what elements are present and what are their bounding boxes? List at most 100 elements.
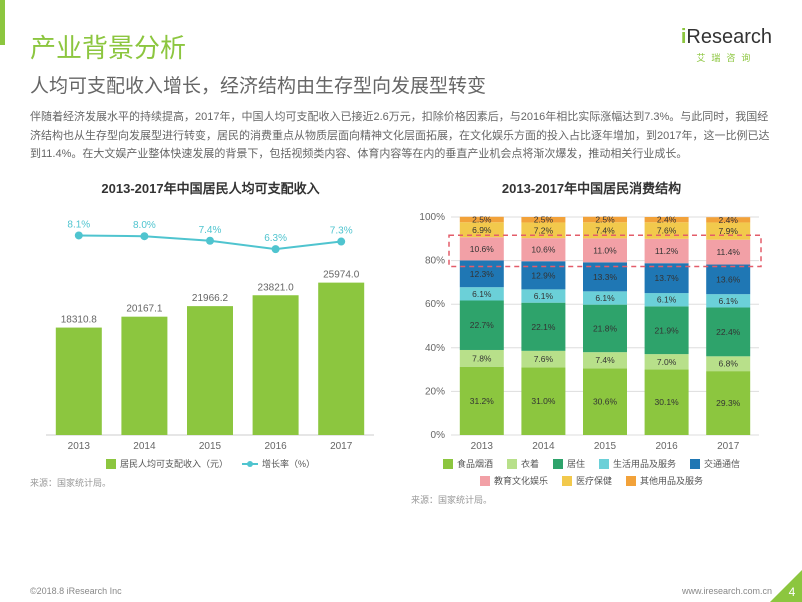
- svg-text:12.9%: 12.9%: [531, 270, 556, 280]
- svg-text:6.1%: 6.1%: [595, 293, 615, 303]
- svg-text:7.4%: 7.4%: [199, 225, 222, 236]
- legend-item: 居住: [553, 457, 585, 470]
- svg-text:2.5%: 2.5%: [534, 215, 554, 225]
- svg-text:6.1%: 6.1%: [534, 291, 554, 301]
- svg-text:2015: 2015: [594, 441, 617, 452]
- svg-text:6.3%: 6.3%: [264, 233, 287, 244]
- legend-item: 教育文化娱乐: [480, 474, 548, 487]
- svg-text:2014: 2014: [133, 441, 156, 452]
- chart1-column: 2013-2017年中国居民人均可支配收入 18310.8 2013 20167.1…: [30, 178, 391, 506]
- svg-text:7.8%: 7.8%: [472, 354, 492, 364]
- svg-text:21.9%: 21.9%: [655, 325, 680, 335]
- svg-text:13.7%: 13.7%: [655, 273, 680, 283]
- svg-text:2.5%: 2.5%: [595, 215, 615, 225]
- body-paragraph: 伴随着经济发展水平的持续提高，2017年，中国人均可支配收入已接近2.6万元，扣…: [30, 108, 772, 164]
- svg-text:20167.1: 20167.1: [126, 304, 163, 315]
- svg-text:10.6%: 10.6%: [470, 244, 495, 254]
- chart1-title: 2013-2017年中国居民人均可支配收入: [30, 178, 391, 197]
- svg-text:2013: 2013: [471, 441, 494, 452]
- svg-text:13.3%: 13.3%: [593, 272, 618, 282]
- footer-right: www.iresearch.com.cn: [682, 586, 772, 596]
- svg-text:12.3%: 12.3%: [470, 269, 495, 279]
- legend-item: 交通通信: [690, 457, 740, 470]
- chart2: 0% 20% 40% 60% 80% 100% 31.2% 7.8% 22.7% 6.1% 12.3…: [411, 203, 771, 453]
- legend-item: 生活用品及服务: [599, 457, 676, 470]
- svg-text:13.6%: 13.6%: [716, 274, 741, 284]
- svg-text:2013: 2013: [68, 441, 91, 452]
- svg-text:25974.0: 25974.0: [323, 270, 360, 281]
- svg-text:7.3%: 7.3%: [330, 226, 353, 237]
- svg-text:0%: 0%: [431, 430, 446, 441]
- svg-text:7.2%: 7.2%: [534, 225, 554, 235]
- svg-text:2015: 2015: [199, 441, 222, 452]
- svg-text:21.8%: 21.8%: [593, 323, 618, 333]
- svg-text:2.4%: 2.4%: [719, 215, 739, 225]
- svg-text:11.2%: 11.2%: [655, 246, 679, 256]
- legend-item: 食品烟酒: [443, 457, 493, 470]
- legend-item: 医疗保健: [562, 474, 612, 487]
- chart2-legend: 食品烟酒 衣着 居住 生活用品及服务 交通通信教育文化娱乐 医疗保健 其他用品及服务: [411, 457, 772, 487]
- svg-text:40%: 40%: [425, 343, 445, 354]
- legend-bar-label: 居民人均可支配收入（元）: [120, 457, 228, 470]
- svg-text:8.1%: 8.1%: [67, 220, 90, 231]
- svg-text:60%: 60%: [425, 299, 445, 310]
- chart1-legend: 居民人均可支配收入（元） 增长率（%）: [30, 457, 391, 470]
- svg-text:31.0%: 31.0%: [531, 396, 556, 406]
- svg-text:7.4%: 7.4%: [595, 225, 615, 235]
- svg-text:31.2%: 31.2%: [470, 396, 495, 406]
- svg-text:2016: 2016: [655, 441, 678, 452]
- svg-text:7.4%: 7.4%: [595, 355, 615, 365]
- svg-text:11.4%: 11.4%: [716, 247, 740, 257]
- svg-text:2014: 2014: [532, 441, 555, 452]
- svg-text:100%: 100%: [419, 212, 445, 223]
- logo: iResearch 艾瑞咨询: [681, 26, 772, 64]
- slide-root: iResearch 艾瑞咨询 产业背景分析 人均可支配收入增长，经济结构由生存型…: [0, 0, 802, 602]
- chart2-column: 2013-2017年中国居民消费结构 0% 20% 40% 60% 80% 100% 31.…: [411, 178, 772, 506]
- svg-text:2.4%: 2.4%: [657, 215, 677, 225]
- svg-text:2017: 2017: [330, 441, 353, 452]
- page-number-badge: 4: [770, 570, 802, 602]
- charts-row: 2013-2017年中国居民人均可支配收入 18310.8 2013 20167.1…: [30, 178, 772, 506]
- legend-item: 其他用品及服务: [626, 474, 703, 487]
- svg-text:6.8%: 6.8%: [719, 359, 739, 369]
- chart2-source: 来源：国家统计局。: [411, 493, 772, 506]
- accent-bar: [0, 0, 5, 45]
- svg-text:4: 4: [789, 585, 796, 599]
- logo-text: iResearch: [681, 26, 772, 49]
- svg-text:30.1%: 30.1%: [655, 397, 680, 407]
- svg-text:6.9%: 6.9%: [472, 225, 492, 235]
- legend-item: 衣着: [507, 457, 539, 470]
- page-title: 产业背景分析: [30, 28, 772, 65]
- svg-text:2017: 2017: [717, 441, 740, 452]
- svg-text:22.7%: 22.7%: [470, 320, 495, 330]
- svg-text:22.1%: 22.1%: [531, 322, 556, 332]
- chart1-source: 来源：国家统计局。: [30, 476, 391, 489]
- svg-text:80%: 80%: [425, 256, 445, 267]
- line-swatch: [242, 463, 258, 465]
- svg-text:29.3%: 29.3%: [716, 398, 741, 408]
- svg-text:22.4%: 22.4%: [716, 327, 741, 337]
- svg-text:23821.0: 23821.0: [258, 282, 295, 293]
- chart2-title: 2013-2017年中国居民消费结构: [411, 178, 772, 197]
- svg-text:21966.2: 21966.2: [192, 293, 229, 304]
- svg-text:6.1%: 6.1%: [657, 295, 677, 305]
- svg-text:11.0%: 11.0%: [593, 245, 617, 255]
- svg-text:30.6%: 30.6%: [593, 397, 618, 407]
- page-subtitle: 人均可支配收入增长，经济结构由生存型向发展型转变: [30, 71, 772, 98]
- logo-cn: 艾瑞咨询: [681, 51, 772, 64]
- legend-line-label: 增长率（%）: [262, 457, 315, 470]
- svg-text:7.6%: 7.6%: [657, 226, 677, 236]
- chart1: 18310.8 2013 20167.1 2014 21966.2 2015 23821.0…: [30, 203, 390, 453]
- footer: ©2018.8 iResearch Inc www.iresearch.com.…: [0, 580, 802, 602]
- svg-text:6.1%: 6.1%: [719, 296, 739, 306]
- svg-text:7.0%: 7.0%: [657, 357, 677, 367]
- svg-text:6.1%: 6.1%: [472, 289, 492, 299]
- svg-text:2.5%: 2.5%: [472, 215, 492, 225]
- svg-text:7.6%: 7.6%: [534, 354, 554, 364]
- legend-line: 增长率（%）: [242, 457, 315, 470]
- svg-text:8.0%: 8.0%: [133, 220, 156, 231]
- svg-text:2016: 2016: [264, 441, 287, 452]
- legend-bar: 居民人均可支配收入（元）: [106, 457, 228, 470]
- svg-text:20%: 20%: [425, 386, 445, 397]
- svg-text:18310.8: 18310.8: [61, 315, 98, 326]
